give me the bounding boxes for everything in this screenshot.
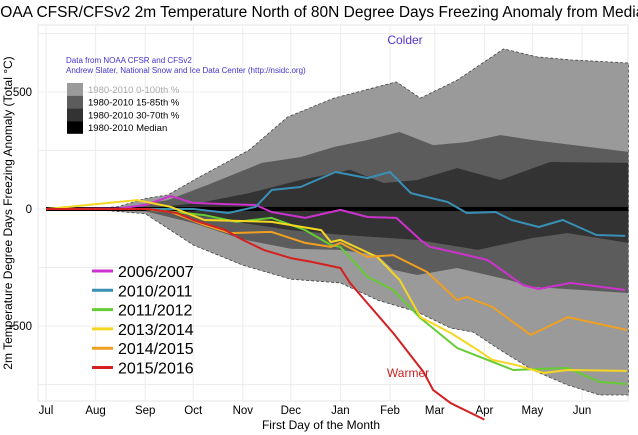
x-tick-label: Oct: [184, 405, 203, 417]
y-tick-label: -500: [9, 321, 32, 333]
x-tick-label: Mar: [425, 405, 445, 417]
series-line-2015-2016: [46, 208, 485, 421]
series-legend: 2006/2007 2010/2011 2011/2012 2013/2014 2014…: [92, 264, 194, 378]
legend-label: 1980-2010 0-100th %: [88, 85, 180, 96]
x-tick-label: Apr: [475, 405, 493, 417]
legend-label: 1980-2010 30-70th %: [88, 110, 180, 121]
x-tick-label: Jan: [331, 405, 350, 417]
band-legend: 1980-2010 0-100th %1980-2010 15-85th %19…: [67, 83, 180, 134]
warmer-annotation: Warmer: [387, 366, 429, 380]
legend-swatch: [67, 95, 83, 109]
series-line-2006-2007: [45, 195, 626, 291]
legend-label: 2010/2011: [118, 283, 193, 300]
colder-annotation: Colder: [387, 33, 422, 47]
y-axis-label: 2m Temperature Degree Days Freezing Anom…: [1, 56, 15, 369]
legend-label: 2015/2016: [118, 361, 194, 378]
x-tick-label: Nov: [233, 405, 254, 417]
legend-swatch: [67, 83, 83, 96]
legend-label: 2011/2012: [118, 303, 193, 320]
legend-label: 2013/2014: [118, 322, 194, 339]
y-tick-label: 0: [26, 204, 32, 216]
band-2: [46, 162, 629, 250]
series-line-2010-2011: [46, 171, 626, 237]
legend-swatch: [67, 108, 83, 122]
chart-title: NOAA CFSR/CFSv2 2m Temperature North of …: [0, 4, 638, 21]
x-tick-label: Feb: [380, 405, 400, 417]
x-tick-label: Dec: [281, 405, 302, 417]
legend-swatch: [67, 121, 83, 134]
legend-label: 2014/2015: [118, 341, 194, 358]
x-tick-label: Jul: [39, 405, 54, 417]
x-tick-label: Jun: [573, 405, 592, 417]
source-note-line-2: Andrew Slater, National Snow and Ice Dat…: [66, 66, 306, 75]
source-note-line-1: Data from NOAA CFSR and CFSv2: [66, 56, 192, 65]
x-tick-label: May: [522, 405, 544, 417]
legend-label: 2006/2007: [118, 264, 194, 281]
legend-label: 1980-2010 Median: [88, 123, 167, 134]
x-tick-label: Aug: [85, 405, 105, 417]
x-tick-label: Sep: [135, 405, 155, 417]
y-tick-label: 500: [13, 87, 32, 99]
legend-label: 1980-2010 15-85th %: [88, 98, 180, 109]
x-axis-label: First Day of the Month: [262, 418, 380, 432]
